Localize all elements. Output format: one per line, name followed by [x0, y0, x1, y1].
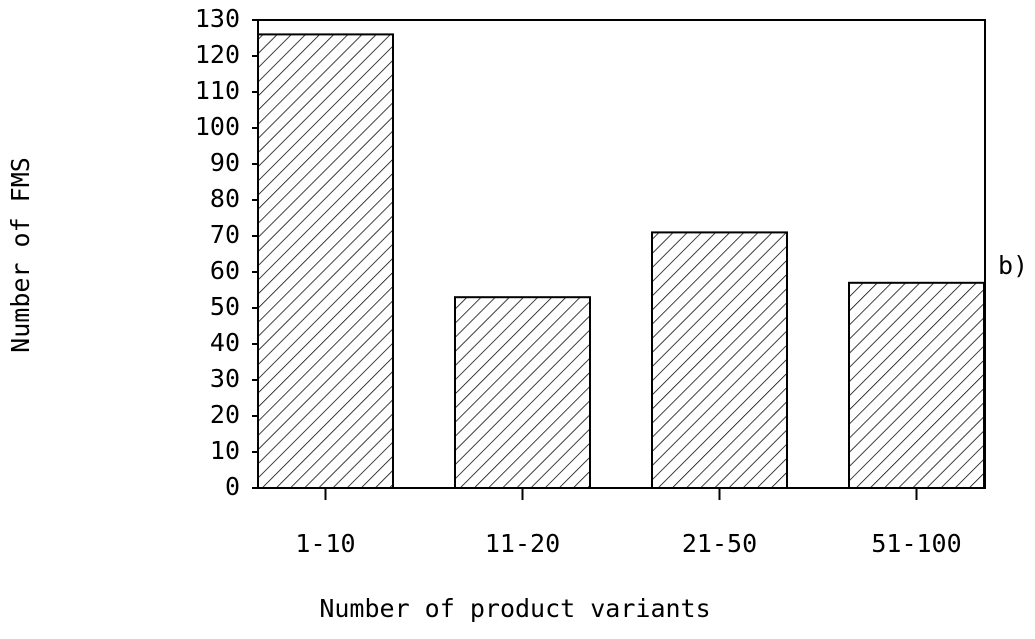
bar: [848, 281, 985, 489]
y-tick-label: 110: [195, 76, 240, 105]
y-tick-label: 70: [210, 220, 240, 249]
y-tick-label: 10: [210, 436, 240, 465]
y-tick-label: 120: [195, 40, 240, 69]
x-tick-label: 1-10: [295, 529, 355, 558]
x-tick-label: 21-50: [682, 529, 757, 558]
x-tick-label: 51-100: [871, 529, 961, 558]
y-tick-label: 130: [195, 4, 240, 33]
y-tick-label: 80: [210, 184, 240, 213]
y-tick-label: 0: [225, 472, 240, 501]
y-tick-label: 20: [210, 400, 240, 429]
y-tick-label: 30: [210, 364, 240, 393]
annotation: b): [998, 251, 1028, 280]
x-tick-label: 11-20: [485, 529, 560, 558]
x-axis-title: Number of product variants: [319, 594, 710, 623]
bar: [257, 33, 394, 490]
y-tick-label: 100: [195, 112, 240, 141]
y-tick-label: 40: [210, 328, 240, 357]
y-axis-title: Number of FMS: [6, 157, 35, 353]
bar: [454, 296, 591, 490]
bar: [651, 231, 788, 489]
y-tick-label: 60: [210, 256, 240, 285]
y-tick-label: 50: [210, 292, 240, 321]
y-tick-label: 90: [210, 148, 240, 177]
